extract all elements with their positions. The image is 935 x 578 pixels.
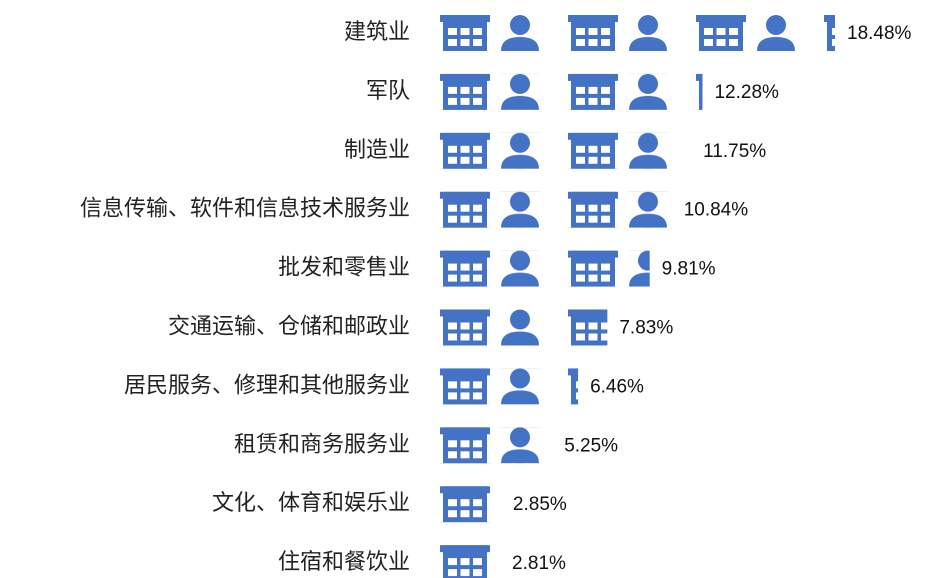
value-label: 9.81%: [662, 259, 716, 280]
category-label: 批发和零售业: [278, 256, 410, 281]
pictograph-bar: [440, 73, 703, 110]
category-label: 建筑业: [344, 20, 410, 45]
pictograph-bar: [440, 191, 672, 228]
value-label: 5.25%: [564, 435, 618, 456]
pictograph-bar: [440, 545, 501, 578]
value-label: 11.75%: [703, 141, 766, 162]
category-label: 文化、体育和娱乐业: [212, 491, 410, 516]
value-label: 2.85%: [513, 494, 567, 515]
category-label: 居民服务、修理和其他服务业: [124, 373, 410, 398]
category-label: 交通运输、仓储和邮政业: [168, 315, 410, 340]
value-label: 18.48%: [847, 23, 912, 44]
value-label: 6.46%: [590, 376, 644, 397]
category-label: 租赁和商务服务业: [234, 432, 410, 457]
category-label: 住宿和餐饮业: [278, 550, 410, 575]
category-label: 军队: [366, 79, 410, 104]
pictograph-bar: [440, 15, 835, 51]
pictograph-bar: [440, 309, 608, 346]
value-label: 10.84%: [684, 200, 749, 221]
pictograph-bar: [440, 486, 501, 523]
pictograph-bar: [440, 132, 692, 169]
value-label: 7.83%: [619, 318, 673, 339]
value-label: 12.28%: [714, 82, 779, 103]
pictograph-bar: [440, 427, 553, 464]
value-label: 2.81%: [512, 553, 566, 574]
category-label: 制造业: [344, 138, 410, 163]
pictograph-bar: [440, 368, 579, 405]
pictograph-bar: [440, 250, 650, 287]
category-label: 信息传输、软件和信息技术服务业: [80, 197, 410, 222]
